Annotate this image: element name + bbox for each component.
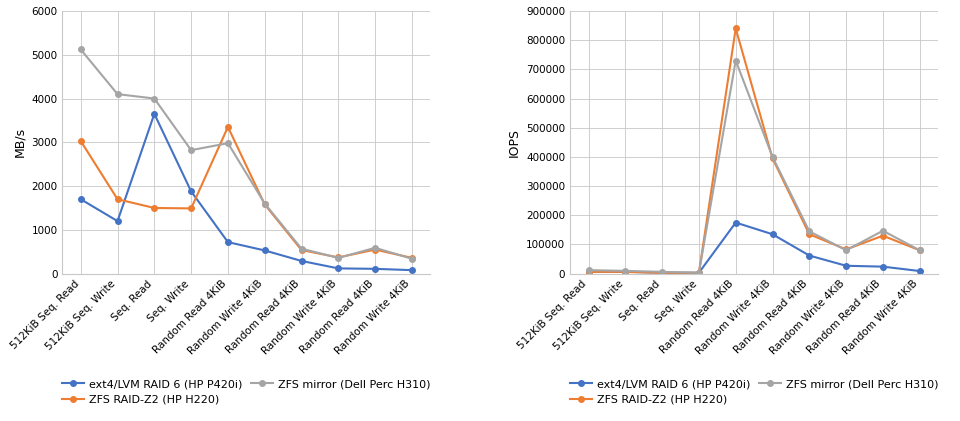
ZFS mirror (Dell Perc H310) [75,47,86,52]
ext4/LVM RAID 6 (HP P420i) [657,270,668,275]
ext4/LVM RAID 6 (HP P420i) [185,189,197,194]
ext4/LVM RAID 6 (HP P420i) [767,232,779,237]
ZFS RAID-Z2 (HP H220) [75,139,86,144]
ZFS mirror (Dell Perc H310) [332,256,344,261]
ZFS RAID-Z2 (HP H220) [619,269,631,274]
ZFS RAID-Z2 (HP H220) [149,205,160,210]
ext4/LVM RAID 6 (HP P420i) [149,111,160,116]
ZFS RAID-Z2 (HP H220) [840,247,852,252]
ext4/LVM RAID 6 (HP P420i) [914,269,925,274]
ZFS mirror (Dell Perc H310) [370,245,381,250]
ZFS RAID-Z2 (HP H220) [767,156,779,161]
ZFS RAID-Z2 (HP H220) [877,233,889,238]
ext4/LVM RAID 6 (HP P420i) [877,264,889,269]
ZFS RAID-Z2 (HP H220) [259,202,271,207]
ZFS RAID-Z2 (HP H220) [583,269,594,274]
ext4/LVM RAID 6 (HP P420i) [332,266,344,271]
ZFS mirror (Dell Perc H310) [730,58,741,63]
ZFS mirror (Dell Perc H310) [406,256,418,261]
ZFS mirror (Dell Perc H310) [767,155,779,160]
ZFS RAID-Z2 (HP H220) [914,248,925,253]
ZFS mirror (Dell Perc H310) [111,92,123,97]
Line: ZFS RAID-Z2 (HP H220): ZFS RAID-Z2 (HP H220) [586,26,923,276]
ext4/LVM RAID 6 (HP P420i) [259,248,271,253]
Line: ext4/LVM RAID 6 (HP P420i): ext4/LVM RAID 6 (HP P420i) [586,220,923,276]
ext4/LVM RAID 6 (HP P420i) [840,263,852,268]
Line: ZFS mirror (Dell Perc H310): ZFS mirror (Dell Perc H310) [78,47,415,261]
ZFS mirror (Dell Perc H310) [296,246,307,251]
ZFS mirror (Dell Perc H310) [657,269,668,274]
Legend: ext4/LVM RAID 6 (HP P420i), ZFS RAID-Z2 (HP H220), ZFS mirror (Dell Perc H310): ext4/LVM RAID 6 (HP P420i), ZFS RAID-Z2 … [570,379,938,405]
ZFS RAID-Z2 (HP H220) [406,256,418,261]
ZFS RAID-Z2 (HP H220) [657,270,668,275]
ext4/LVM RAID 6 (HP P420i) [296,258,307,264]
Y-axis label: MB/s: MB/s [12,127,26,157]
ZFS mirror (Dell Perc H310) [693,270,705,275]
Line: ext4/LVM RAID 6 (HP P420i): ext4/LVM RAID 6 (HP P420i) [78,111,415,273]
ZFS mirror (Dell Perc H310) [222,141,233,146]
ZFS RAID-Z2 (HP H220) [804,232,815,237]
Line: ZFS RAID-Z2 (HP H220): ZFS RAID-Z2 (HP H220) [78,124,415,261]
ext4/LVM RAID 6 (HP P420i) [693,270,705,275]
Legend: ext4/LVM RAID 6 (HP P420i), ZFS RAID-Z2 (HP H220), ZFS mirror (Dell Perc H310): ext4/LVM RAID 6 (HP P420i), ZFS RAID-Z2 … [62,379,430,405]
ext4/LVM RAID 6 (HP P420i) [222,240,233,245]
ZFS mirror (Dell Perc H310) [840,248,852,253]
ext4/LVM RAID 6 (HP P420i) [730,220,741,225]
ZFS mirror (Dell Perc H310) [583,268,594,273]
Y-axis label: IOPS: IOPS [508,128,520,157]
ext4/LVM RAID 6 (HP P420i) [583,269,594,274]
ZFS mirror (Dell Perc H310) [185,148,197,153]
ZFS RAID-Z2 (HP H220) [693,270,705,275]
ZFS RAID-Z2 (HP H220) [111,197,123,202]
ext4/LVM RAID 6 (HP P420i) [406,268,418,273]
ZFS RAID-Z2 (HP H220) [370,247,381,252]
ext4/LVM RAID 6 (HP P420i) [75,197,86,202]
ZFS mirror (Dell Perc H310) [804,229,815,234]
ext4/LVM RAID 6 (HP P420i) [619,269,631,274]
ZFS RAID-Z2 (HP H220) [730,26,741,31]
Line: ZFS mirror (Dell Perc H310): ZFS mirror (Dell Perc H310) [586,58,923,276]
ext4/LVM RAID 6 (HP P420i) [111,218,123,224]
ZFS mirror (Dell Perc H310) [259,201,271,206]
ZFS RAID-Z2 (HP H220) [222,125,233,130]
ext4/LVM RAID 6 (HP P420i) [370,266,381,272]
ZFS mirror (Dell Perc H310) [914,248,925,253]
ZFS mirror (Dell Perc H310) [877,228,889,233]
ZFS RAID-Z2 (HP H220) [332,255,344,260]
ZFS RAID-Z2 (HP H220) [296,248,307,253]
ext4/LVM RAID 6 (HP P420i) [804,253,815,258]
ZFS mirror (Dell Perc H310) [619,268,631,273]
ZFS mirror (Dell Perc H310) [149,96,160,101]
ZFS RAID-Z2 (HP H220) [185,206,197,211]
